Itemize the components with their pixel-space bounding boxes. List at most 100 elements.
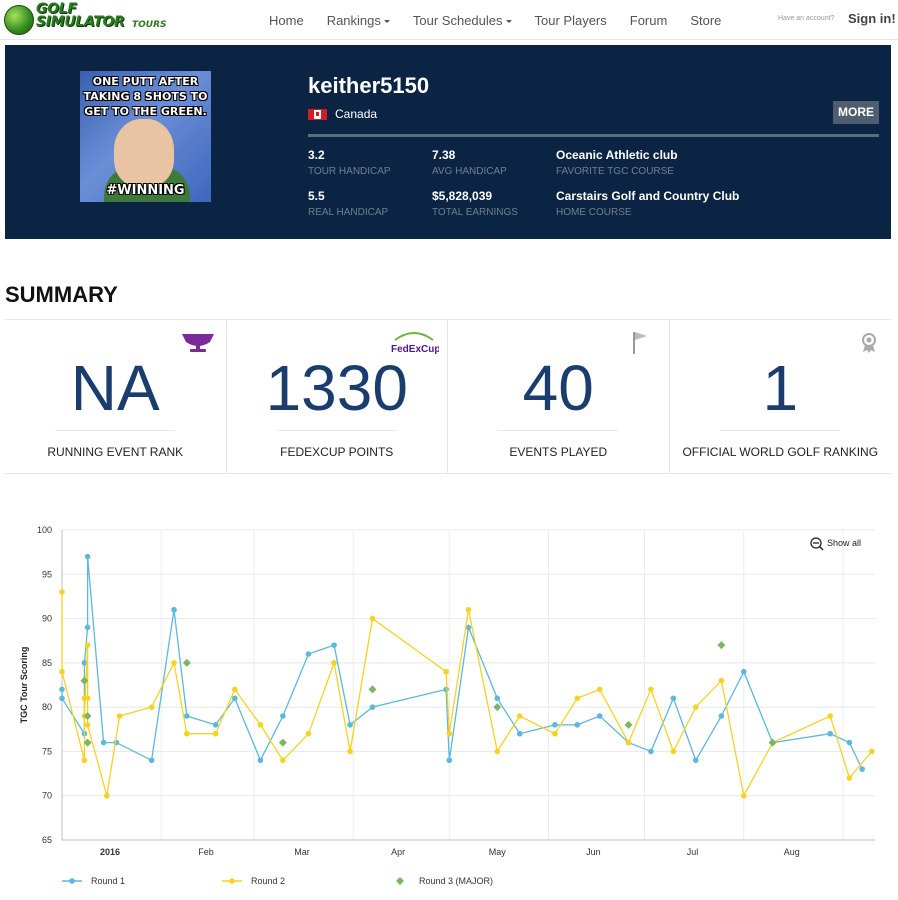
x-tick-label: Feb	[198, 847, 214, 857]
flag-icon	[633, 332, 647, 354]
data-point-round-2	[148, 704, 155, 710]
show-all-button[interactable]: Show all	[810, 537, 861, 551]
avg-handicap-label: AVG HANDICAP	[432, 166, 507, 177]
data-point-round-2	[59, 589, 65, 595]
data-point-round-2	[116, 713, 123, 719]
legend-label-round-1: Round 1	[91, 876, 125, 886]
data-point-round-2	[625, 739, 632, 746]
legend-label-round-3: Round 3 (MAJOR)	[419, 876, 493, 886]
data-point-round-1	[305, 651, 312, 657]
nav-tour-schedules[interactable]: Tour Schedules	[413, 13, 512, 28]
events-played-value: 40	[522, 352, 594, 424]
total-earnings-label: TOTAL EARNINGS	[432, 207, 518, 218]
data-point-round-1	[59, 686, 65, 693]
data-point-round-2	[84, 642, 91, 648]
site-logo[interactable]: GOLF SIMULATOR TOURS	[4, 1, 204, 35]
data-point-round-1	[280, 713, 286, 719]
avatar-caption-bottom: #WINNING	[106, 183, 185, 198]
data-point-round-2	[465, 606, 472, 613]
real-handicap-value: 5.5	[308, 189, 325, 203]
nav-tour-players-label: Tour Players	[534, 12, 607, 28]
nav-tour-players[interactable]: Tour Players	[535, 13, 607, 28]
main-menu: Home Rankings Tour Schedules Tour Player…	[269, 0, 744, 40]
x-tick-label: 2016	[100, 847, 120, 857]
data-point-round-2	[670, 748, 677, 755]
data-point-round-1	[596, 713, 603, 719]
data-point-round-2	[171, 660, 177, 666]
card-divider	[719, 430, 840, 431]
data-point-round-2	[369, 615, 376, 622]
data-point-round-2	[347, 748, 353, 755]
show-all-label: Show all	[827, 538, 861, 548]
data-point-round-1	[718, 713, 725, 719]
tour-handicap-label: TOUR HANDICAP	[308, 166, 391, 177]
trophy-icon	[182, 334, 214, 352]
nav-home-label: Home	[269, 12, 304, 28]
home-course-label: HOME COURSE	[556, 207, 632, 218]
data-point-round-1	[212, 722, 219, 728]
y-tick-label: 75	[42, 746, 52, 756]
top-navbar: GOLF SIMULATOR TOURS Home Rankings Tour …	[0, 0, 898, 40]
nav-home[interactable]: Home	[269, 13, 304, 28]
username: keither5150	[308, 73, 430, 98]
golf-ball-icon	[4, 5, 34, 35]
data-point-round-1	[574, 722, 581, 728]
y-tick-label: 85	[42, 658, 52, 668]
data-point-round-1	[740, 668, 747, 675]
data-point-round-2	[574, 695, 581, 702]
data-point-round-2	[596, 686, 603, 693]
data-point-round-2	[846, 775, 853, 781]
data-point-round-3	[493, 703, 502, 712]
data-point-round-1	[859, 766, 865, 772]
y-tick-label: 65	[42, 835, 52, 845]
favorite-course-label: FAVORITE TGC COURSE	[556, 166, 674, 177]
zoom-out-icon	[810, 537, 822, 549]
x-tick-label: Apr	[391, 847, 405, 857]
avg-handicap-value: 7.38	[432, 148, 456, 162]
data-point-round-1	[81, 660, 88, 666]
fedexcup-logo-text: FedExCup	[391, 344, 439, 355]
caret-down-icon	[383, 19, 390, 23]
favorite-course-value: Oceanic Athletic club	[556, 148, 678, 162]
summary-card-events-played: 40 EVENTS PLAYED	[448, 320, 670, 474]
country: Canada	[335, 107, 378, 121]
real-handicap-label: REAL HANDICAP	[308, 207, 389, 218]
account-prompt: Have an account?	[778, 15, 835, 22]
data-point-round-2	[868, 748, 875, 755]
data-point-round-1	[670, 695, 677, 702]
x-tick-label: Jun	[586, 847, 601, 857]
data-point-round-1	[100, 739, 107, 746]
data-point-round-1	[257, 757, 264, 764]
data-point-round-1	[232, 695, 238, 702]
nav-store-label: Store	[690, 12, 722, 28]
nav-rankings[interactable]: Rankings	[327, 13, 390, 28]
data-point-round-1	[516, 730, 523, 737]
more-button[interactable]: MORE	[833, 101, 879, 124]
logo-line1: GOLF	[36, 1, 77, 17]
zoom-handle	[819, 546, 824, 551]
data-point-round-1	[552, 722, 558, 728]
nav-store[interactable]: Store	[690, 13, 721, 28]
data-point-round-2	[692, 704, 699, 710]
nav-forum[interactable]: Forum	[630, 13, 668, 28]
y-tick-label: 100	[37, 525, 52, 535]
data-point-round-2	[59, 668, 65, 675]
summary-cards: NA RUNNING EVENT RANK FedExCup 1330 FEDE…	[5, 319, 891, 474]
data-point-round-2	[740, 792, 747, 799]
data-point-round-3	[278, 738, 287, 747]
x-tick-label: May	[489, 847, 507, 857]
legend-marker-round-2	[229, 878, 235, 884]
data-point-round-3	[83, 738, 92, 747]
caret-down-icon	[505, 19, 512, 23]
data-point-round-2	[552, 730, 558, 737]
card-divider	[498, 430, 618, 431]
data-point-round-1	[171, 606, 177, 613]
data-point-round-2	[280, 757, 286, 764]
data-point-round-3	[182, 658, 191, 667]
sign-in-link[interactable]: Sign in!	[848, 11, 896, 26]
card-divider	[55, 430, 175, 431]
data-point-round-1	[465, 624, 472, 631]
data-point-round-1	[184, 713, 190, 719]
data-point-round-1	[827, 730, 833, 737]
profile-divider	[308, 134, 879, 137]
